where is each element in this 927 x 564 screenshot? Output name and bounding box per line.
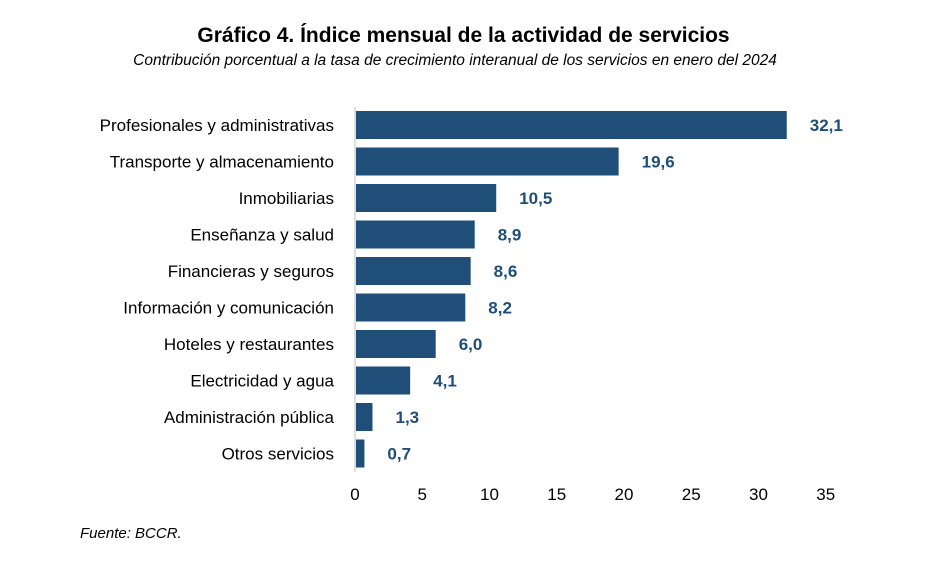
x-tick-label: 5 (418, 485, 427, 504)
chart-subtitle: Contribución porcentual a la tasa de cre… (133, 52, 777, 69)
value-label: 4,1 (433, 372, 457, 391)
value-label: 0,7 (387, 445, 411, 464)
bar (356, 366, 411, 395)
x-tick-label: 10 (480, 485, 499, 504)
x-tick-label: 30 (749, 485, 768, 504)
bar (356, 403, 373, 431)
x-tick-label: 35 (816, 485, 835, 504)
bar (356, 184, 497, 212)
x-tick-label: 25 (682, 485, 701, 504)
bar (356, 147, 619, 176)
category-label: Profesionales y administrativas (100, 116, 334, 135)
bar-chart: Profesionales y administrativas 32,1 Trans… (100, 106, 843, 504)
chart-title: Gráfico 4. Índice mensual de la activida… (197, 24, 730, 47)
category-label: Otros servicios (222, 445, 334, 464)
category-label: Transporte y almacenamiento (110, 153, 334, 172)
value-label: 8,2 (488, 299, 512, 318)
value-label: 6,0 (459, 335, 483, 354)
x-tick-label: 20 (615, 485, 634, 504)
x-tick-label: 15 (547, 485, 566, 504)
bar (356, 220, 475, 249)
bar (356, 257, 471, 285)
category-label: Administración pública (164, 408, 335, 427)
category-label: Financieras y seguros (168, 262, 334, 281)
category-label: Inmobiliarias (239, 189, 334, 208)
value-label: 8,6 (494, 262, 518, 281)
source-note: Fuente: BCCR. (80, 525, 182, 542)
bar (356, 439, 365, 468)
value-label: 10,5 (519, 189, 552, 208)
category-label: Información y comunicación (123, 299, 334, 318)
value-label: 1,3 (395, 408, 419, 427)
category-label: Enseñanza y salud (190, 226, 334, 245)
x-tick-label: 0 (350, 485, 359, 504)
value-label: 32,1 (810, 116, 843, 135)
bar (356, 330, 436, 358)
category-label: Hoteles y restaurantes (164, 335, 334, 354)
category-label: Electricidad y agua (190, 372, 334, 391)
value-label: 8,9 (498, 226, 522, 245)
bar (356, 293, 466, 322)
value-label: 19,6 (642, 153, 675, 172)
bar (356, 111, 787, 139)
